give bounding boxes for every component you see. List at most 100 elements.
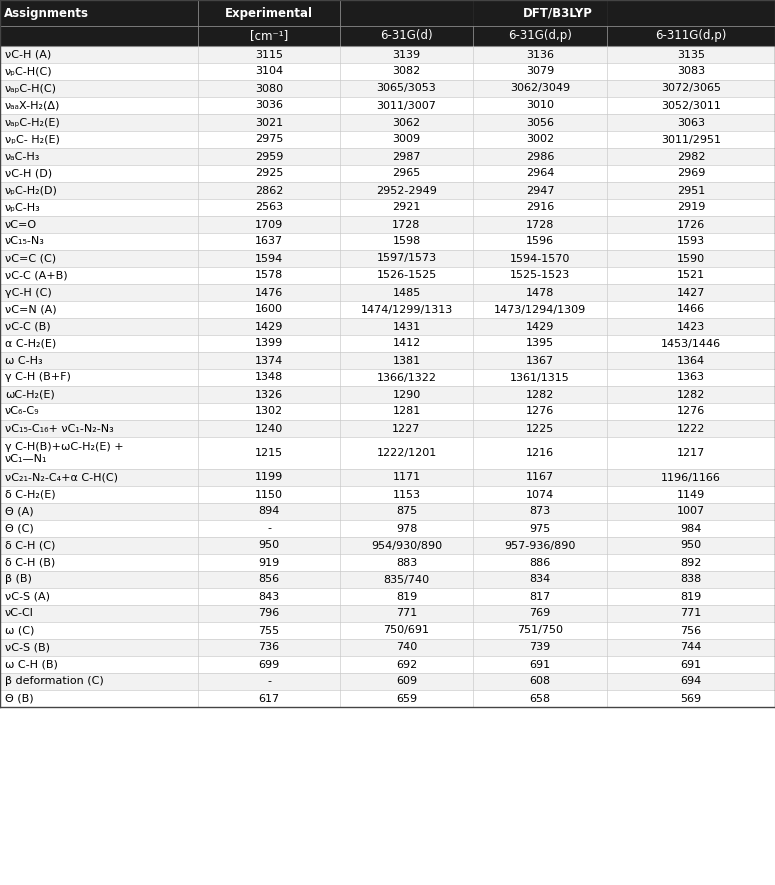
- Text: 834: 834: [529, 574, 550, 584]
- Bar: [473, 486, 607, 503]
- Text: 1281: 1281: [392, 406, 421, 417]
- Text: 1364: 1364: [677, 356, 705, 366]
- Bar: [340, 216, 473, 233]
- Bar: [607, 486, 775, 503]
- Bar: [340, 46, 473, 63]
- Bar: [0, 503, 198, 520]
- Text: 919: 919: [258, 558, 280, 567]
- Text: 2919: 2919: [677, 203, 705, 212]
- Text: 1150: 1150: [255, 489, 283, 499]
- Bar: [0, 420, 198, 437]
- Bar: [473, 605, 607, 622]
- Text: 3079: 3079: [526, 66, 554, 76]
- Text: 3115: 3115: [255, 50, 283, 59]
- Bar: [607, 639, 775, 656]
- Bar: [607, 267, 775, 284]
- Text: 1227: 1227: [392, 424, 421, 434]
- Text: 3002: 3002: [526, 135, 554, 144]
- Text: 569: 569: [680, 694, 701, 704]
- Text: 2975: 2975: [255, 135, 283, 144]
- Bar: [340, 622, 473, 639]
- Bar: [473, 352, 607, 369]
- Bar: [0, 301, 198, 318]
- Bar: [340, 250, 473, 267]
- Text: 796: 796: [258, 609, 280, 619]
- Bar: [607, 250, 775, 267]
- Text: 1466: 1466: [677, 304, 705, 314]
- Bar: [0, 554, 198, 571]
- Bar: [198, 639, 340, 656]
- Bar: [607, 0, 775, 26]
- Text: 2947: 2947: [525, 186, 554, 196]
- Bar: [340, 690, 473, 707]
- Bar: [340, 63, 473, 80]
- Bar: [607, 131, 775, 148]
- Text: 692: 692: [396, 659, 417, 669]
- Bar: [0, 673, 198, 690]
- Text: 1363: 1363: [677, 373, 705, 382]
- Text: 856: 856: [258, 574, 280, 584]
- Bar: [0, 639, 198, 656]
- Text: 1476: 1476: [255, 288, 283, 297]
- Bar: [607, 97, 775, 114]
- Text: 3072/3065: 3072/3065: [661, 83, 721, 94]
- Text: νC-C (B): νC-C (B): [5, 321, 50, 332]
- Bar: [607, 554, 775, 571]
- Bar: [473, 233, 607, 250]
- Bar: [0, 352, 198, 369]
- Bar: [473, 199, 607, 216]
- Bar: [0, 386, 198, 403]
- Text: 2862: 2862: [255, 186, 283, 196]
- Bar: [340, 80, 473, 97]
- Text: 691: 691: [529, 659, 550, 669]
- Text: δ C-H (C): δ C-H (C): [5, 541, 55, 550]
- Bar: [0, 605, 198, 622]
- Bar: [198, 26, 340, 46]
- Bar: [473, 63, 607, 80]
- Bar: [340, 369, 473, 386]
- Bar: [607, 165, 775, 182]
- Text: δ C-H₂(E): δ C-H₂(E): [5, 489, 56, 499]
- Bar: [607, 216, 775, 233]
- Bar: [340, 537, 473, 554]
- Text: 1600: 1600: [255, 304, 283, 314]
- Bar: [340, 301, 473, 318]
- Bar: [0, 537, 198, 554]
- Text: 1282: 1282: [525, 389, 554, 399]
- Bar: [340, 114, 473, 131]
- Text: 736: 736: [258, 643, 280, 652]
- Bar: [607, 114, 775, 131]
- Text: 817: 817: [529, 591, 550, 602]
- Bar: [198, 520, 340, 537]
- Bar: [473, 284, 607, 301]
- Bar: [473, 46, 607, 63]
- Bar: [473, 0, 607, 26]
- Bar: [473, 588, 607, 605]
- Text: β (B): β (B): [5, 574, 32, 584]
- Bar: [340, 486, 473, 503]
- Bar: [473, 80, 607, 97]
- Bar: [473, 250, 607, 267]
- Text: 6-311G(d,p): 6-311G(d,p): [656, 29, 727, 42]
- Text: νC=C (C): νC=C (C): [5, 253, 56, 264]
- Text: 1290: 1290: [392, 389, 421, 399]
- Bar: [0, 318, 198, 335]
- Bar: [0, 369, 198, 386]
- Text: 1429: 1429: [525, 321, 554, 332]
- Bar: [340, 588, 473, 605]
- Text: 838: 838: [680, 574, 701, 584]
- Bar: [607, 63, 775, 80]
- Text: DFT/B3LYP: DFT/B3LYP: [522, 6, 592, 19]
- Text: Θ (C): Θ (C): [5, 524, 34, 534]
- Text: ω C-H (B): ω C-H (B): [5, 659, 58, 669]
- Bar: [0, 0, 198, 26]
- Bar: [473, 673, 607, 690]
- Bar: [198, 114, 340, 131]
- Text: 2964: 2964: [525, 168, 554, 179]
- Bar: [340, 26, 473, 46]
- Text: 1423: 1423: [677, 321, 705, 332]
- Bar: [198, 284, 340, 301]
- Text: -: -: [267, 676, 271, 687]
- Bar: [198, 352, 340, 369]
- Text: 2965: 2965: [392, 168, 421, 179]
